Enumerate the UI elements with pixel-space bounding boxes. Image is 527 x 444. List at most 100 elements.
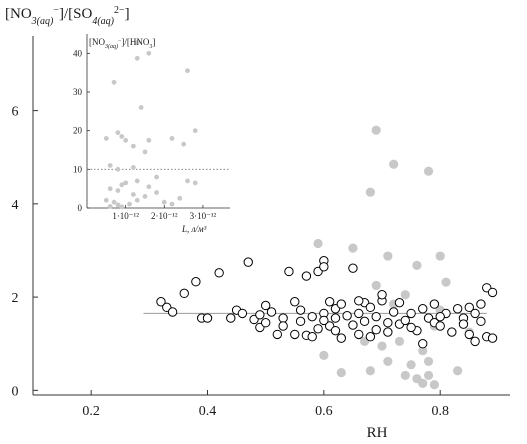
main-point-filled	[348, 243, 358, 253]
inset-point	[134, 178, 140, 184]
inset-point	[177, 195, 183, 201]
main-point-open	[470, 308, 480, 319]
inset-point	[134, 197, 140, 203]
main-point-filled	[377, 341, 387, 351]
main-point-filled	[313, 238, 323, 249]
inset-point	[111, 79, 117, 85]
main-point-open	[348, 320, 358, 330]
main-point-filled	[435, 251, 445, 261]
main-y-tick-label: 2	[12, 291, 19, 306]
main-x-tick-label: 0.2	[82, 404, 100, 419]
inset-point	[115, 166, 121, 172]
inset-point	[115, 202, 121, 208]
main-point-open	[394, 297, 405, 308]
main-point-open	[354, 296, 364, 306]
main-point-open	[260, 318, 271, 328]
main-point-open	[226, 313, 236, 323]
inset-point	[146, 184, 152, 190]
main-point-open	[470, 336, 480, 347]
main-point-open	[365, 332, 376, 342]
inset-point	[130, 165, 136, 170]
inset-point	[119, 134, 125, 139]
main-point-open	[179, 288, 189, 299]
main-point-open	[464, 302, 474, 313]
main-point-open	[336, 299, 347, 309]
main-point-open	[383, 327, 393, 337]
inset-plot: 0 10 20 30 40 1·10⁻¹² 2·10⁻¹² 3·10⁻¹²	[73, 34, 230, 221]
inset-point	[138, 105, 144, 110]
main-point-open	[359, 316, 370, 327]
main-point-open	[278, 313, 288, 323]
main-y-tick-label: 4	[12, 198, 19, 213]
inset-point	[185, 178, 190, 184]
main-point-filled	[394, 336, 405, 346]
main-point-open	[290, 297, 300, 307]
main-x-tick-label: 0.4	[199, 404, 217, 419]
main-point-filled	[383, 356, 393, 367]
main-point-open	[371, 325, 381, 335]
main-point-filled	[365, 187, 375, 197]
main-point-filled	[412, 260, 422, 270]
inset-point	[154, 174, 159, 180]
main-x-tick-label: 0.6	[315, 404, 333, 419]
inset-point	[169, 201, 175, 207]
main-point-filled	[423, 370, 434, 381]
inset-y-tick-label: 0	[78, 203, 83, 213]
main-point-open	[371, 311, 381, 322]
main-point-open	[464, 329, 474, 340]
inset-point	[107, 204, 113, 209]
main-point-filled	[371, 280, 381, 291]
main-point-filled	[389, 159, 399, 169]
main-point-open	[284, 266, 294, 277]
inset-point	[142, 194, 148, 199]
inset-point	[185, 68, 190, 74]
inset-point	[192, 128, 198, 134]
main-point-open	[243, 257, 253, 267]
main-point-open	[458, 319, 469, 329]
inset-x-tick-label: 1·10⁻¹²	[112, 211, 139, 221]
main-point-open	[260, 300, 271, 311]
inset-point	[111, 199, 117, 205]
inset-point	[181, 141, 187, 147]
main-point-open	[354, 329, 364, 340]
inset-y-tick-label: 30	[73, 87, 83, 97]
main-point-filled	[400, 370, 410, 381]
main-point-open	[342, 311, 352, 321]
main-y-axis-title: [NO3(aq)−]/[SO4(aq)2−]	[5, 5, 130, 27]
main-point-open	[237, 308, 248, 319]
main-point-filled	[418, 346, 428, 356]
main-point-open	[266, 307, 277, 317]
inset-point	[127, 201, 132, 207]
main-point-open	[278, 321, 288, 331]
main-plot: 0 2 4 6 0.2 0.4 0.6 0.8	[12, 36, 510, 419]
main-point-filled	[371, 125, 381, 135]
main-point-open	[324, 297, 335, 307]
main-point-filled	[319, 350, 329, 360]
inset-point	[119, 204, 125, 210]
main-point-open	[388, 307, 399, 317]
inset-point	[146, 137, 152, 143]
main-point-open	[418, 339, 428, 349]
main-point-open	[307, 311, 317, 322]
inset-point	[161, 199, 167, 205]
inset-x-tick-label: 3·10⁻¹²	[190, 211, 217, 221]
main-point-filled	[400, 290, 410, 300]
main-point-open	[476, 299, 486, 309]
inset-point	[115, 130, 121, 136]
main-point-open	[319, 262, 329, 272]
inset-point	[130, 143, 136, 149]
inset-point	[115, 188, 121, 194]
main-point-open	[295, 316, 306, 327]
inset-point	[107, 186, 113, 192]
main-point-filled	[429, 380, 439, 390]
inset-y-tick-label: 40	[73, 48, 83, 58]
main-point-filled	[406, 360, 416, 370]
main-point-filled	[383, 251, 393, 261]
main-point-filled	[418, 378, 428, 388]
main-point-open	[452, 304, 463, 314]
main-point-open	[156, 297, 166, 307]
main-point-open	[214, 268, 224, 278]
main-point-open	[406, 308, 416, 319]
main-point-open	[429, 299, 440, 309]
inset-point	[123, 180, 129, 186]
